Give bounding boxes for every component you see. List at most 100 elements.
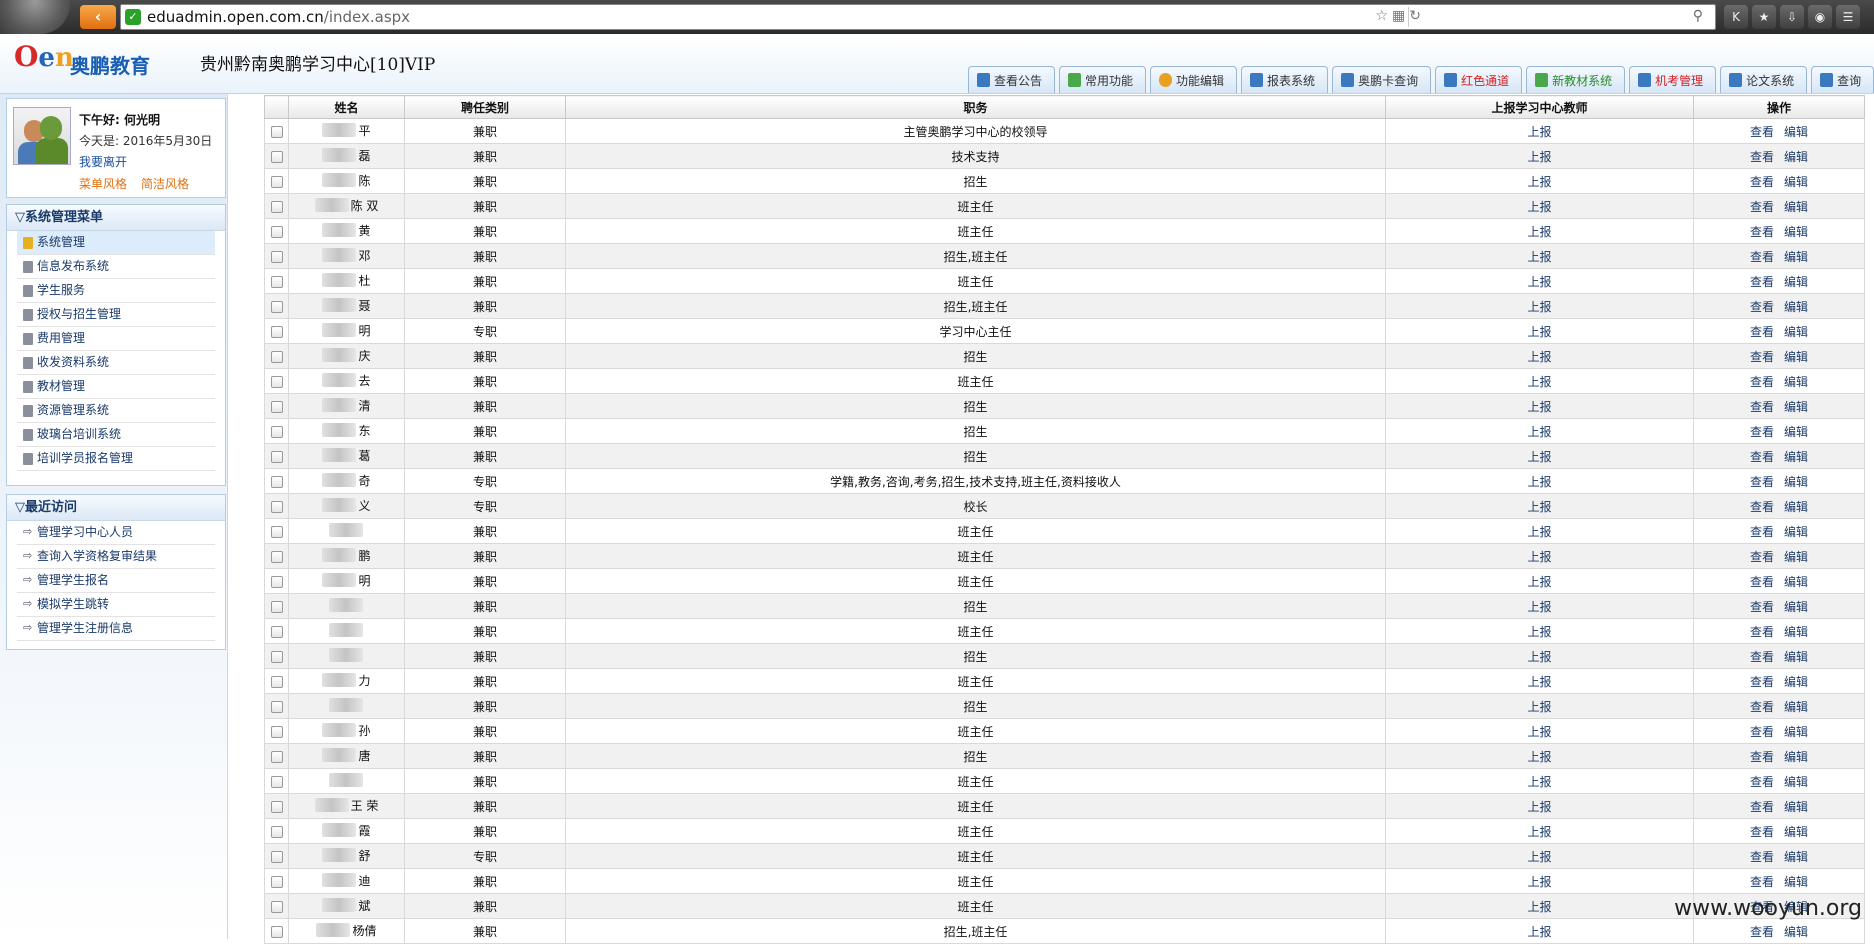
row-checkbox[interactable] (270, 800, 283, 813)
row-checkbox[interactable] (270, 500, 283, 513)
edit-link[interactable]: 编辑 (1784, 574, 1809, 589)
view-link[interactable]: 查看 (1749, 499, 1774, 514)
view-link[interactable]: 查看 (1749, 674, 1774, 689)
report-link[interactable]: 上报 (1385, 743, 1694, 769)
report-link[interactable]: 上报 (1385, 368, 1694, 394)
sidebar-item-system-0[interactable]: 系统管理 (17, 231, 215, 255)
view-link[interactable]: 查看 (1749, 374, 1774, 389)
top-tab-3[interactable]: 报表系统 (1241, 66, 1329, 93)
edit-link[interactable]: 编辑 (1784, 449, 1809, 464)
row-checkbox[interactable] (270, 850, 283, 863)
view-link[interactable]: 查看 (1749, 449, 1774, 464)
view-link[interactable]: 查看 (1749, 149, 1774, 164)
row-checkbox[interactable] (270, 725, 283, 738)
qr-icon[interactable]: ▦ (1392, 8, 1410, 24)
row-checkbox[interactable] (270, 575, 283, 588)
sidebar-item-system-5[interactable]: 收发资料系统 (17, 351, 215, 375)
row-checkbox[interactable] (270, 525, 283, 538)
row-checkbox[interactable] (270, 700, 283, 713)
header-name[interactable]: 姓名 (288, 95, 405, 119)
view-link[interactable]: 查看 (1749, 199, 1774, 214)
address-tools[interactable]: ☆▦↻ (1375, 8, 1425, 24)
view-link[interactable]: 查看 (1749, 124, 1774, 139)
view-link[interactable]: 查看 (1749, 549, 1774, 564)
view-link[interactable]: 查看 (1749, 699, 1774, 714)
gamepad-icon[interactable]: ◉ (1808, 5, 1832, 29)
report-link[interactable]: 上报 (1385, 793, 1694, 819)
view-link[interactable]: 查看 (1749, 849, 1774, 864)
report-link[interactable]: 上报 (1385, 393, 1694, 419)
sidebar-item-recent-0[interactable]: ⇨ 管理学习中心人员 (17, 521, 215, 545)
row-checkbox[interactable] (270, 475, 283, 488)
report-link[interactable]: 上报 (1385, 493, 1694, 519)
report-link[interactable]: 上报 (1385, 518, 1694, 544)
edit-link[interactable]: 编辑 (1784, 874, 1809, 889)
report-link[interactable]: 上报 (1385, 768, 1694, 794)
back-button[interactable]: ‹ (80, 5, 116, 29)
row-checkbox[interactable] (270, 750, 283, 763)
row-checkbox[interactable] (270, 250, 283, 263)
system-menu-title[interactable]: ▽系统管理菜单 (7, 205, 225, 231)
menu-icon[interactable]: ☰ (1836, 5, 1860, 29)
row-checkbox[interactable] (270, 375, 283, 388)
edit-link[interactable]: 编辑 (1784, 124, 1809, 139)
view-link[interactable]: 查看 (1749, 574, 1774, 589)
view-link[interactable]: 查看 (1749, 249, 1774, 264)
top-tab-0[interactable]: 查看公告 (968, 66, 1056, 93)
view-link[interactable]: 查看 (1749, 524, 1774, 539)
sidebar-item-system-8[interactable]: 玻璃台培训系统 (17, 423, 215, 447)
row-checkbox[interactable] (270, 775, 283, 788)
report-link[interactable]: 上报 (1385, 293, 1694, 319)
edit-link[interactable]: 编辑 (1784, 174, 1809, 189)
row-checkbox[interactable] (270, 175, 283, 188)
edit-link[interactable]: 编辑 (1784, 599, 1809, 614)
view-link[interactable]: 查看 (1749, 349, 1774, 364)
logout-link[interactable]: 我要离开 (79, 155, 128, 169)
report-link[interactable]: 上报 (1385, 168, 1694, 194)
edit-link[interactable]: 编辑 (1784, 199, 1809, 214)
report-link[interactable]: 上报 (1385, 618, 1694, 644)
top-tab-9[interactable]: 查询 (1811, 66, 1874, 93)
star-icon[interactable]: ☆ (1375, 8, 1393, 24)
row-checkbox[interactable] (270, 675, 283, 688)
edit-link[interactable]: 编辑 (1784, 224, 1809, 239)
edit-link[interactable]: 编辑 (1784, 924, 1809, 939)
top-tab-7[interactable]: 机考管理 (1629, 66, 1717, 93)
edit-link[interactable]: 编辑 (1784, 374, 1809, 389)
report-link[interactable]: 上报 (1385, 693, 1694, 719)
report-link[interactable]: 上报 (1385, 418, 1694, 444)
edit-link[interactable]: 编辑 (1784, 424, 1809, 439)
view-link[interactable]: 查看 (1749, 774, 1774, 789)
row-checkbox[interactable] (270, 125, 283, 138)
view-link[interactable]: 查看 (1749, 599, 1774, 614)
view-link[interactable]: 查看 (1749, 399, 1774, 414)
edit-link[interactable]: 编辑 (1784, 349, 1809, 364)
view-link[interactable]: 查看 (1749, 174, 1774, 189)
row-checkbox[interactable] (270, 325, 283, 338)
view-link[interactable]: 查看 (1749, 924, 1774, 939)
view-link[interactable]: 查看 (1749, 874, 1774, 889)
view-link[interactable]: 查看 (1749, 474, 1774, 489)
report-link[interactable]: 上报 (1385, 568, 1694, 594)
edit-link[interactable]: 编辑 (1784, 299, 1809, 314)
report-link[interactable]: 上报 (1385, 243, 1694, 269)
row-checkbox[interactable] (270, 550, 283, 563)
sidebar-item-system-4[interactable]: 费用管理 (17, 327, 215, 351)
edit-link[interactable]: 编辑 (1784, 649, 1809, 664)
view-link[interactable]: 查看 (1749, 749, 1774, 764)
header-type[interactable]: 聘任类别 (404, 95, 566, 119)
report-link[interactable]: 上报 (1385, 318, 1694, 344)
edit-link[interactable]: 编辑 (1784, 799, 1809, 814)
edit-link[interactable]: 编辑 (1784, 774, 1809, 789)
row-checkbox[interactable] (270, 650, 283, 663)
edit-link[interactable]: 编辑 (1784, 899, 1809, 914)
edit-link[interactable]: 编辑 (1784, 324, 1809, 339)
top-tab-1[interactable]: 常用功能 (1059, 66, 1147, 93)
view-link[interactable]: 查看 (1749, 324, 1774, 339)
edit-link[interactable]: 编辑 (1784, 274, 1809, 289)
browser-logo-icon[interactable] (0, 0, 70, 34)
menu-style-link[interactable]: 菜单风格 (79, 177, 128, 191)
report-link[interactable]: 上报 (1385, 468, 1694, 494)
url-text[interactable]: eduadmin.open.com.cn/index.aspx (147, 8, 410, 26)
top-tab-5[interactable]: 红色通道 (1435, 66, 1523, 93)
